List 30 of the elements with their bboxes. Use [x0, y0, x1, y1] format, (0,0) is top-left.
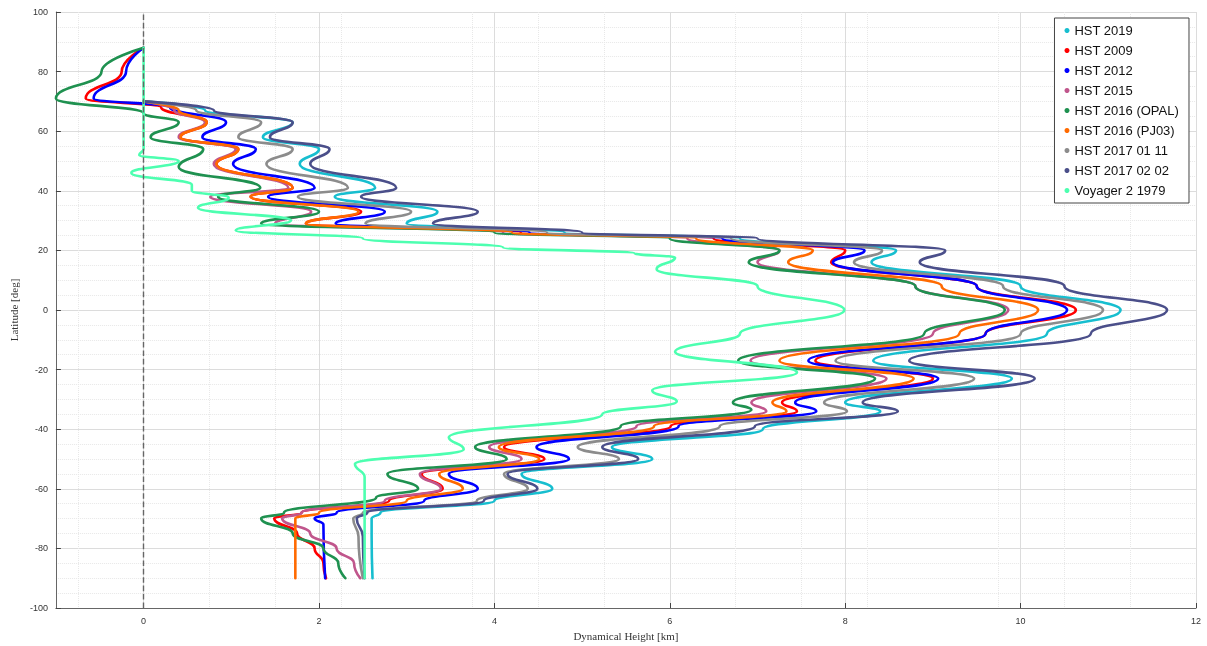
x-tick-label: 0 [141, 615, 147, 626]
y-tick-label: -80 [34, 543, 48, 554]
text: HST 2016 (OPAL) [1074, 103, 1179, 118]
text: HST 2017 01 11 [1074, 143, 1168, 158]
y-tick-label: 100 [32, 7, 48, 17]
text: HST 2019 [1074, 23, 1133, 38]
y-tick-label: -20 [34, 364, 48, 375]
text: HST 2009 [1074, 43, 1133, 58]
y-axis-title: Latitude [deg] [7, 278, 20, 342]
y-tick-label: 0 [42, 305, 48, 315]
y-tick-label: 80 [37, 66, 48, 77]
x-tick-label: 4 [491, 615, 497, 626]
text: HST 2016 (PJ03) [1074, 123, 1175, 138]
line-series [130, 46, 846, 580]
text: HST 2017 02 02 [1074, 163, 1169, 178]
text: HST 2012 [1074, 63, 1133, 78]
y-tick-label: 40 [37, 185, 48, 196]
x-tick-label: 2 [316, 615, 322, 626]
y-tick-label: -100 [29, 603, 48, 613]
x-axis-title: Dynamical Height [km] [573, 629, 679, 642]
y-tick-label: 60 [37, 126, 48, 137]
x-tick-label: 12 [1190, 615, 1202, 626]
x-tick-label: 10 [1015, 615, 1026, 626]
y-tick-label: -60 [34, 483, 48, 494]
y-tick-label: -40 [34, 424, 48, 435]
text: HST 2015 [1074, 83, 1133, 98]
x-tick-label: 8 [842, 615, 848, 626]
y-tick-label: 20 [37, 245, 48, 256]
x-tick-label: 6 [667, 615, 673, 626]
text: Voyager 2 1979 [1074, 183, 1166, 198]
